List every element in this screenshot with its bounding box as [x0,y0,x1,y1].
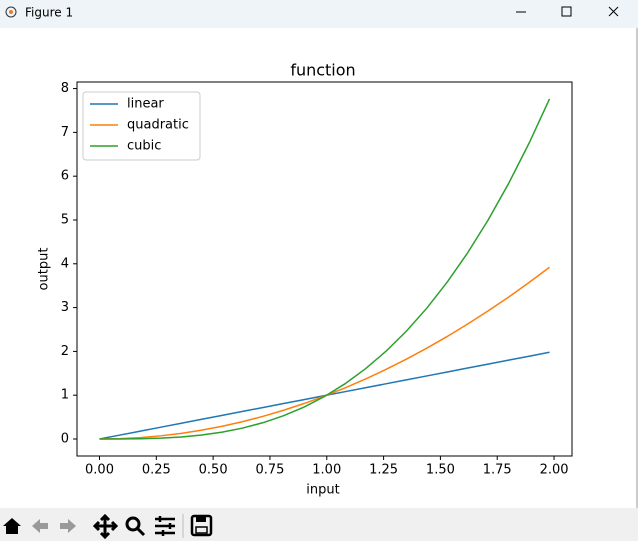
pan-button[interactable] [92,513,119,540]
y-axis-label: output [37,248,52,291]
window-title: Figure 1 [25,6,73,20]
plot: function input output 0.00 0.25 0.50 0.75 1.… [37,61,573,498]
y-tick-label: 2 [61,344,69,359]
x-tick-label: 0.50 [199,463,228,478]
x-tick-label: 0.25 [142,463,171,478]
y-tick-label: 4 [61,256,69,271]
home-button[interactable] [3,518,21,534]
y-tick-label: 1 [61,388,69,403]
x-tick-label: 0.75 [255,463,284,478]
legend-label: linear [127,97,164,112]
x-tick-label: 1.00 [312,463,341,478]
line [99,266,550,440]
legend-label: cubic [127,139,161,154]
y-tick-label: 0 [61,432,69,447]
title-bar [0,0,638,28]
x-axis-label: input [306,483,339,498]
close-button[interactable] [608,6,619,17]
forward-button[interactable] [60,519,76,533]
configure-button[interactable] [155,516,175,536]
y-tick-label: 5 [61,212,69,227]
zoom-button[interactable] [125,516,146,537]
x-tick-label: 1.50 [426,463,455,478]
y-tick-label: 8 [61,81,69,96]
back-button[interactable] [32,519,48,533]
x-tick-label: 1.75 [483,463,512,478]
chart-title: function [290,61,355,80]
x-tick-label: 2.00 [540,463,569,478]
y-tick-label: 3 [61,300,69,315]
y-tick-label: 7 [61,125,69,140]
y-tick-label: 6 [61,169,69,184]
x-tick-label: 0.00 [85,463,114,478]
legend-label: quadratic [127,118,189,133]
maximize-button[interactable] [561,6,572,17]
app-icon [5,6,17,18]
save-button[interactable] [190,514,213,537]
x-tick-label: 1.25 [369,463,398,478]
line [99,98,551,440]
legend-box [82,91,201,161]
window-border [636,28,638,508]
axes-frame [76,81,573,457]
